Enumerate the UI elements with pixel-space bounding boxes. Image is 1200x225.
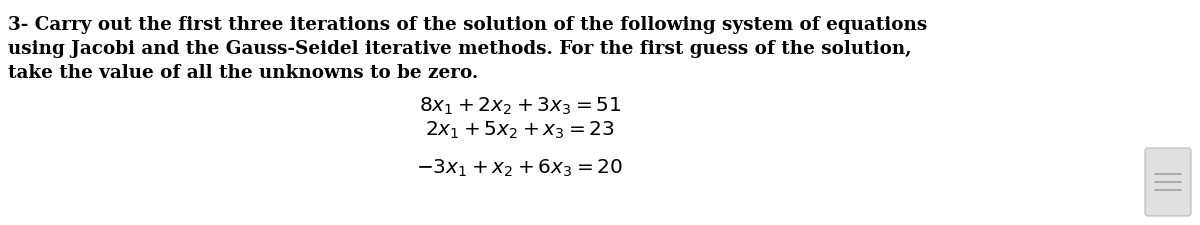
- FancyBboxPatch shape: [1145, 148, 1190, 216]
- Text: 3- Carry out the first three iterations of the solution of the following system : 3- Carry out the first three iterations …: [8, 16, 928, 34]
- Text: $2x_1 + 5x_2 + x_3 = 23$: $2x_1 + 5x_2 + x_3 = 23$: [425, 119, 614, 141]
- Text: $8x_1 + 2x_2 + 3x_3 = 51$: $8x_1 + 2x_2 + 3x_3 = 51$: [419, 96, 622, 117]
- Text: take the value of all the unknowns to be zero.: take the value of all the unknowns to be…: [8, 64, 479, 82]
- Text: using Jacobi and the Gauss-Seidel iterative methods. For the first guess of the : using Jacobi and the Gauss-Seidel iterat…: [8, 40, 912, 58]
- Text: $-3x_1 + x_2 + 6x_3 = 20$: $-3x_1 + x_2 + 6x_3 = 20$: [416, 157, 624, 178]
